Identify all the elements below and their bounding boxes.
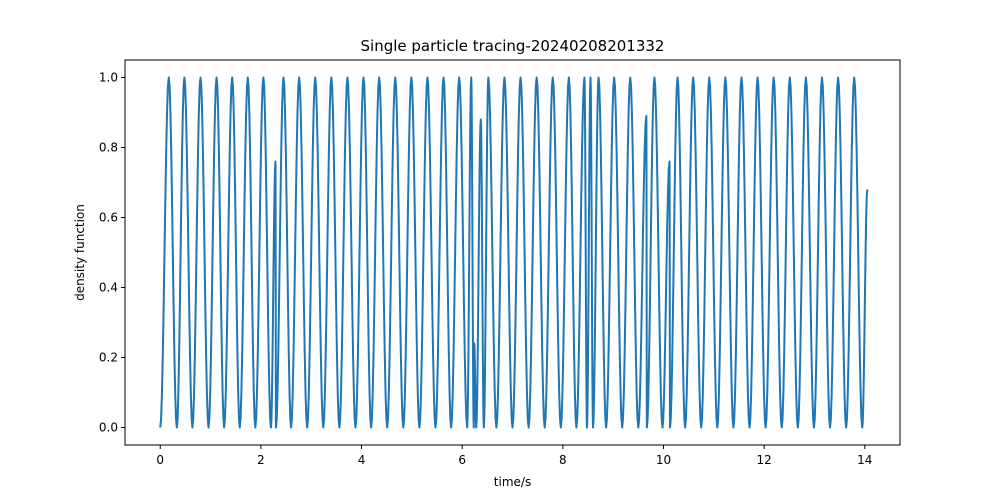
x-tick-label: 10 xyxy=(656,453,671,467)
x-tick-label: 6 xyxy=(458,453,466,467)
y-axis: 0.0 0.2 0.4 0.6 0.8 1.0 xyxy=(99,71,125,435)
chart-title: Single particle tracing-20240208201332 xyxy=(361,37,665,55)
y-axis-label: density function xyxy=(73,204,87,301)
x-tick-label: 14 xyxy=(857,453,872,467)
y-tick-label: 1.0 xyxy=(99,71,118,85)
y-tick-label: 0.6 xyxy=(99,211,118,225)
x-tick-label: 4 xyxy=(358,453,366,467)
x-tick-label: 2 xyxy=(257,453,265,467)
x-tick-label: 0 xyxy=(156,453,164,467)
series-layer xyxy=(159,76,869,429)
x-tick-label: 8 xyxy=(559,453,567,467)
y-tick-label: 0.2 xyxy=(99,351,118,365)
series-line xyxy=(159,76,869,429)
y-tick-label: 0.4 xyxy=(99,281,118,295)
y-tick-label: 0.8 xyxy=(99,141,118,155)
plot-frame xyxy=(124,59,901,446)
x-axis: 0 2 4 6 8 10 12 14 xyxy=(156,445,872,467)
y-tick-label: 0.0 xyxy=(99,421,118,435)
x-axis-label: time/s xyxy=(494,475,531,489)
x-tick-label: 12 xyxy=(756,453,771,467)
